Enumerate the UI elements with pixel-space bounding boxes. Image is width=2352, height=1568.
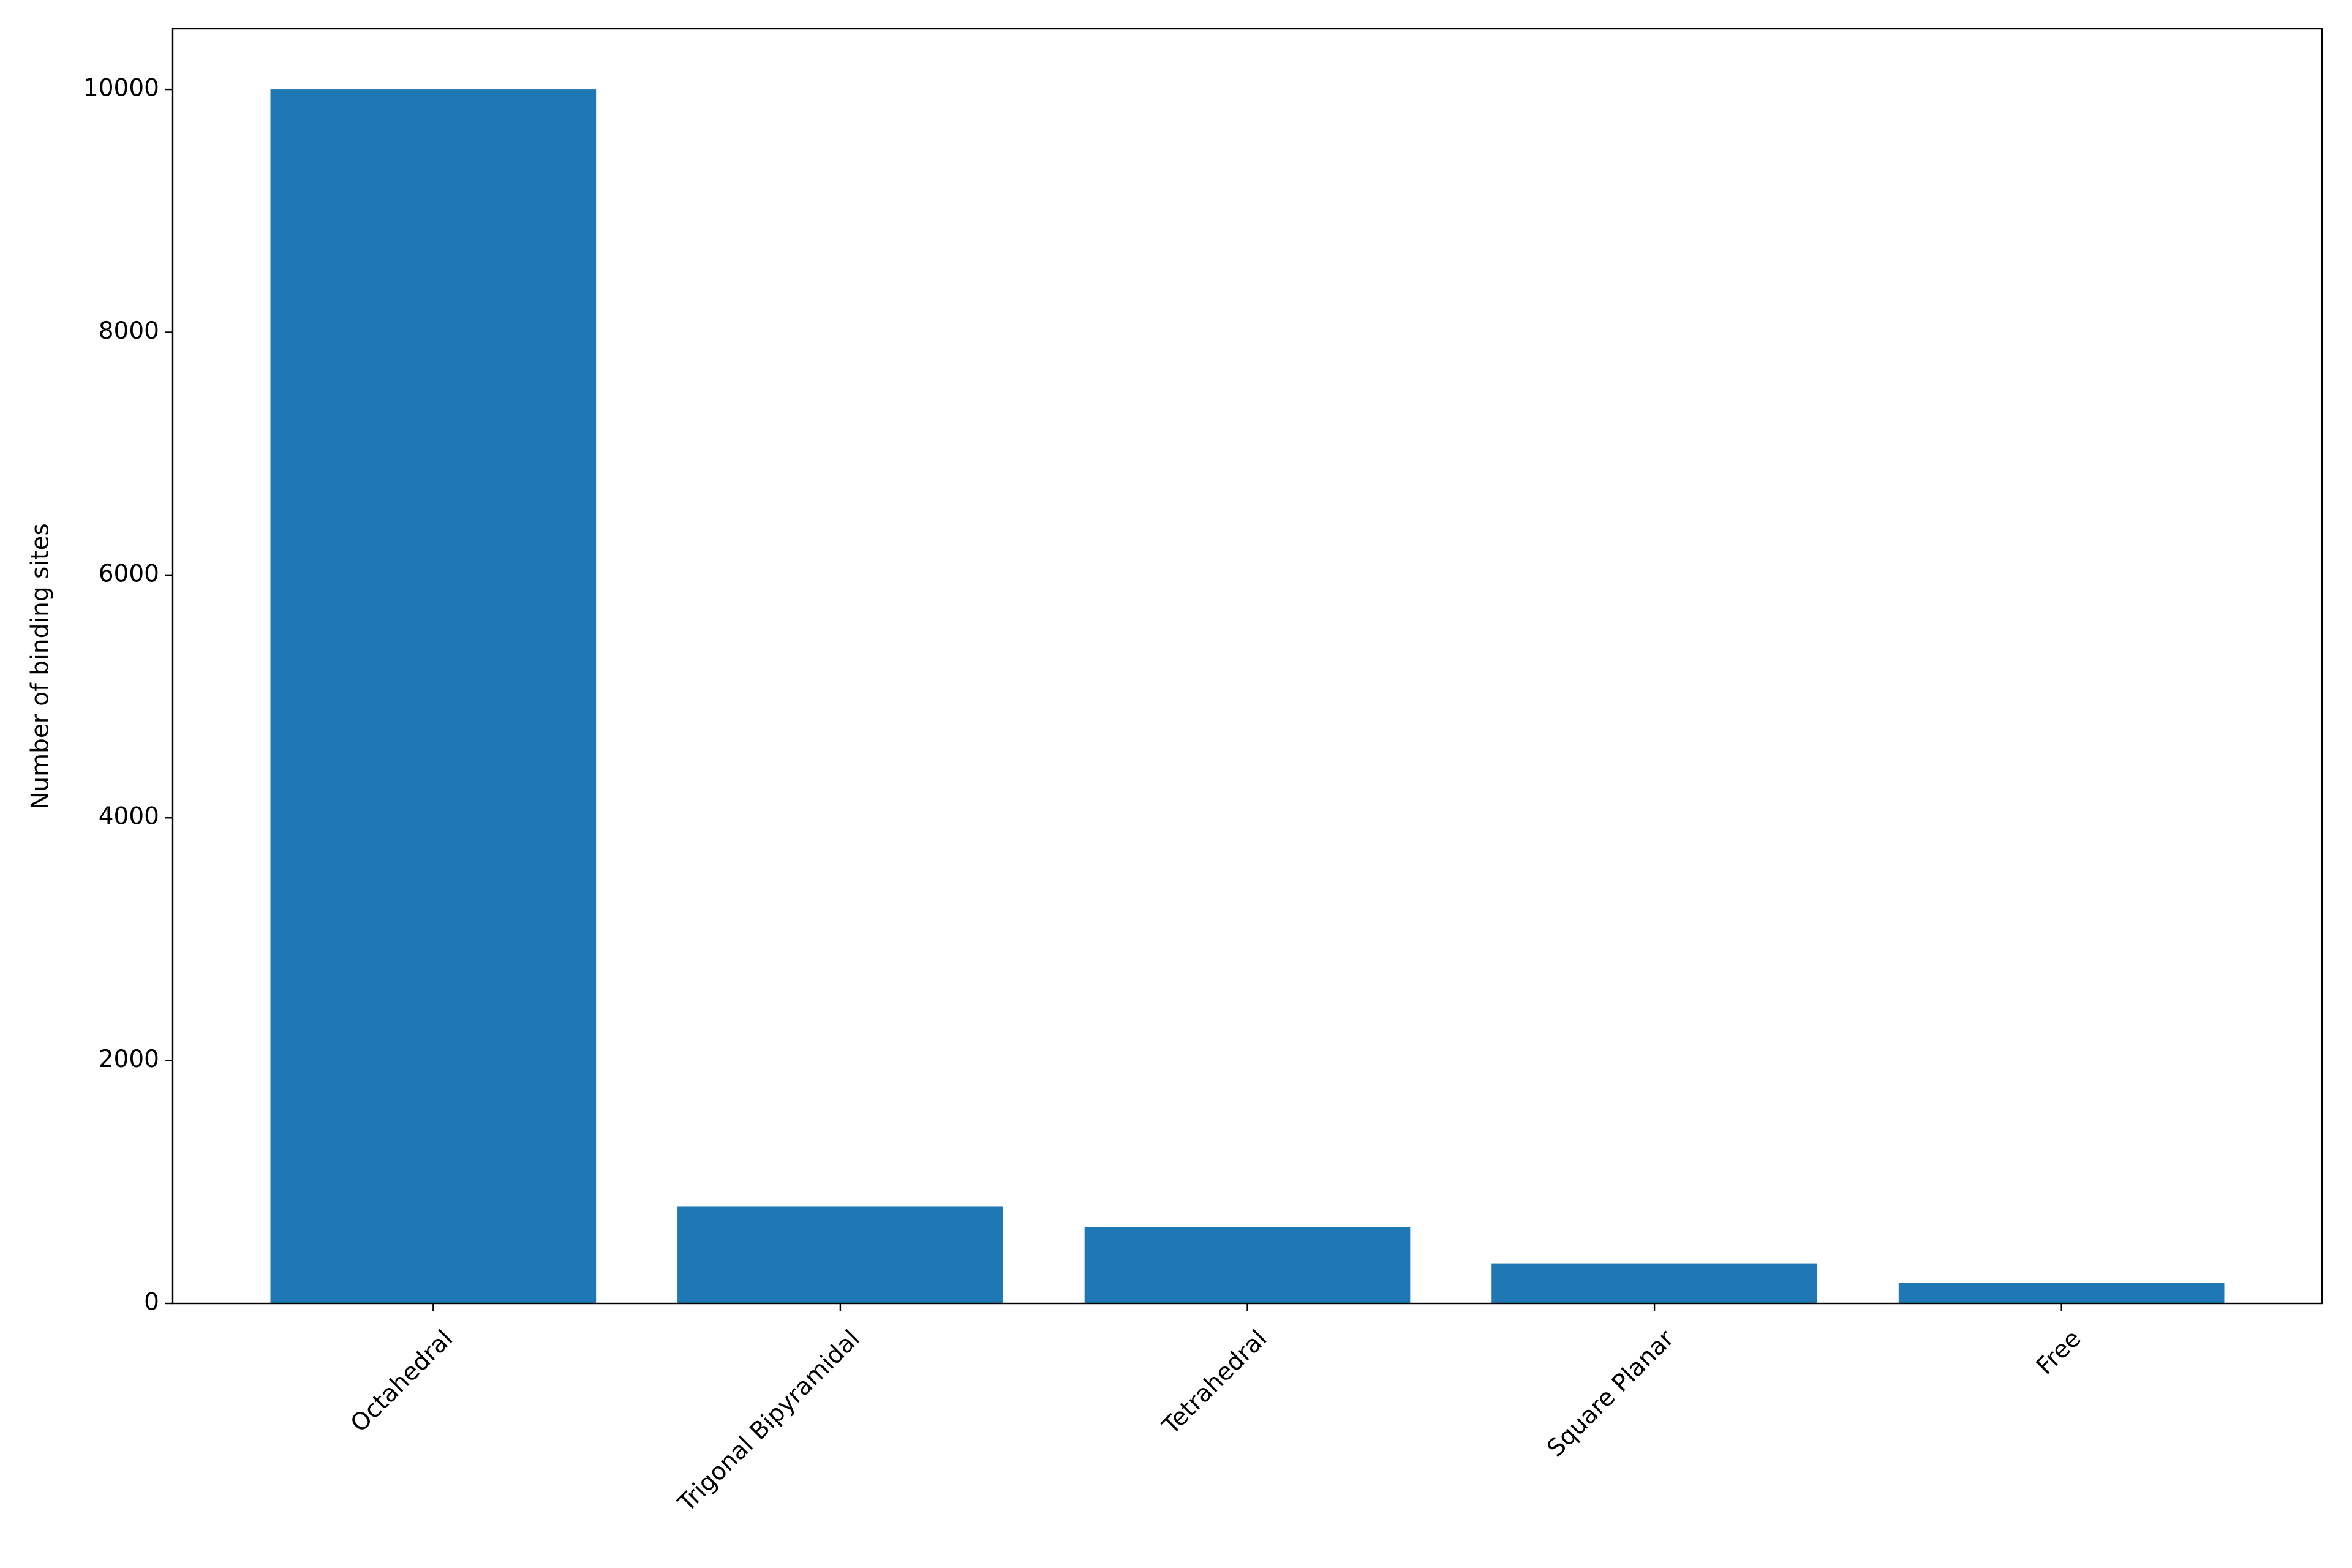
- bar: [677, 1206, 1003, 1303]
- bar: [1898, 1283, 2225, 1303]
- y-tick-label: 4000: [99, 803, 159, 831]
- y-tick-label: 6000: [99, 560, 159, 587]
- x-tick-label: Square Planar: [1542, 1324, 1679, 1462]
- bar: [1491, 1263, 1817, 1303]
- bar: [270, 89, 597, 1304]
- y-axis-label: Number of binding sites: [27, 523, 55, 810]
- x-tick-label: Tetrahedral: [1157, 1325, 1273, 1441]
- y-tick-label: 10000: [83, 75, 159, 102]
- x-tick-label: Trigonal Bipyramidal: [673, 1325, 865, 1518]
- x-tick-label: Free: [2031, 1325, 2086, 1380]
- plot-frame: [172, 28, 2323, 1305]
- x-tick-label: Octahedral: [345, 1325, 458, 1438]
- bar: [1084, 1227, 1411, 1303]
- y-tick-label: 0: [144, 1289, 159, 1316]
- y-tick-label: 8000: [99, 317, 159, 345]
- y-tick-label: 2000: [99, 1046, 159, 1073]
